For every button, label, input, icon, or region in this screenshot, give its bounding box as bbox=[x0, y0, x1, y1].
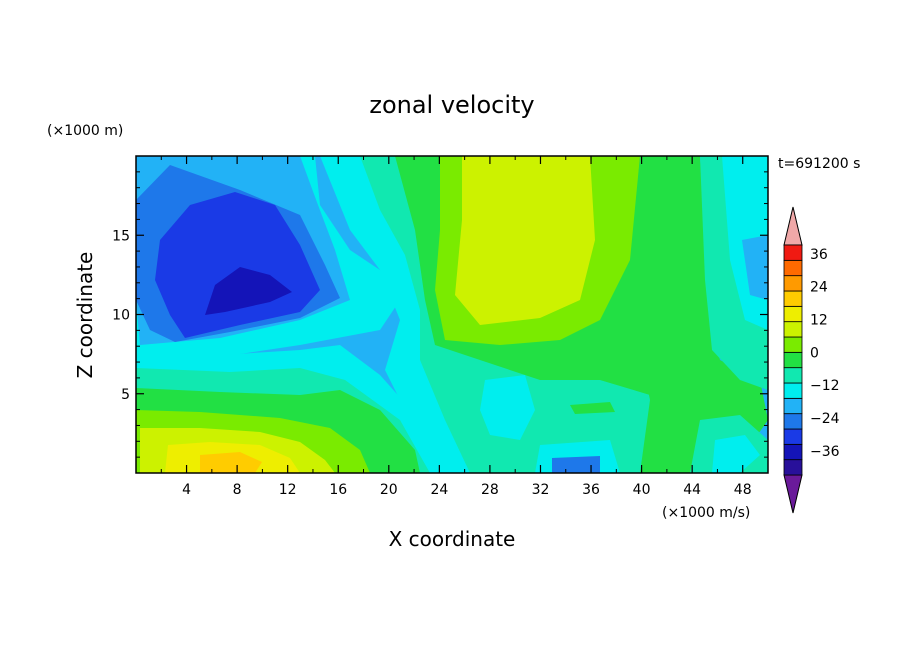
x-tick-label: 28 bbox=[481, 482, 499, 498]
colorbar-swatch bbox=[783, 290, 803, 307]
contour-region bbox=[630, 156, 768, 473]
colorbar-swatch bbox=[783, 351, 803, 369]
colorbar-swatch bbox=[783, 259, 803, 277]
y-tick-label: 10 bbox=[112, 308, 130, 324]
chart-title: zonal velocity bbox=[369, 91, 534, 119]
contour-field bbox=[136, 156, 768, 473]
x-tick-label: 48 bbox=[734, 482, 752, 498]
x-axis-title: X coordinate bbox=[389, 527, 516, 551]
contour-region bbox=[205, 267, 292, 315]
y-tick-label: 15 bbox=[112, 228, 130, 244]
time-label: t=691200 s bbox=[778, 156, 860, 172]
colorbar-swatch bbox=[783, 428, 803, 445]
colorbar-lower-extend bbox=[783, 474, 803, 514]
y-axis: 5 10 15 bbox=[112, 171, 768, 458]
y-tick-label: 5 bbox=[121, 387, 130, 403]
x-tick-label: 36 bbox=[582, 482, 600, 498]
colorbar-tick-label: −36 bbox=[810, 444, 840, 460]
colorbar-tick-label: 0 bbox=[810, 345, 819, 361]
contour-region bbox=[455, 156, 595, 325]
colorbar-swatch bbox=[783, 336, 803, 353]
colorbar-tick-label: 24 bbox=[810, 280, 828, 296]
contour-region bbox=[200, 452, 262, 473]
x-tick-label: 24 bbox=[430, 482, 448, 498]
contour-region bbox=[155, 192, 320, 338]
y-unit-label: (×1000 m) bbox=[47, 123, 123, 139]
contour-region bbox=[552, 456, 600, 473]
x-tick-label: 16 bbox=[329, 482, 347, 498]
contour-region bbox=[480, 375, 535, 440]
y-axis-title: Z coordinate bbox=[73, 252, 97, 379]
contour-region bbox=[712, 435, 760, 473]
colorbar-tick-label: 12 bbox=[810, 312, 828, 328]
colorbar: 36 24 12 0 −12 −24 −36 bbox=[783, 206, 840, 514]
x-tick-label: 12 bbox=[279, 482, 297, 498]
colorbar-swatch bbox=[783, 305, 803, 323]
x-axis: 4 8 12 16 20 24 28 32 36 40 44 48 bbox=[160, 156, 752, 498]
colorbar-tick-label: −12 bbox=[810, 378, 840, 394]
contour-region bbox=[570, 402, 615, 414]
x-tick-label: 8 bbox=[233, 482, 242, 498]
colorbar-swatch bbox=[783, 321, 803, 338]
x-unit-label: (×1000 m/s) bbox=[662, 505, 750, 521]
colorbar-swatch bbox=[783, 443, 803, 461]
colorbar-swatch bbox=[783, 397, 803, 415]
x-tick-label: 4 bbox=[182, 482, 191, 498]
colorbar-swatch bbox=[783, 459, 803, 476]
colorbar-upper-extend bbox=[783, 206, 803, 246]
x-tick-label: 32 bbox=[532, 482, 550, 498]
x-tick-label: 20 bbox=[380, 482, 398, 498]
contour-region bbox=[742, 235, 768, 300]
colorbar-tick-label: 36 bbox=[810, 247, 828, 263]
colorbar-swatch bbox=[783, 244, 803, 261]
colorbar-swatch bbox=[783, 382, 803, 399]
colorbar-swatch bbox=[783, 275, 803, 292]
colorbar-swatch bbox=[783, 413, 803, 430]
x-tick-label: 40 bbox=[633, 482, 651, 498]
colorbar-swatch bbox=[783, 367, 803, 384]
x-tick-label: 44 bbox=[683, 482, 701, 498]
colorbar-tick-label: −24 bbox=[810, 411, 840, 427]
